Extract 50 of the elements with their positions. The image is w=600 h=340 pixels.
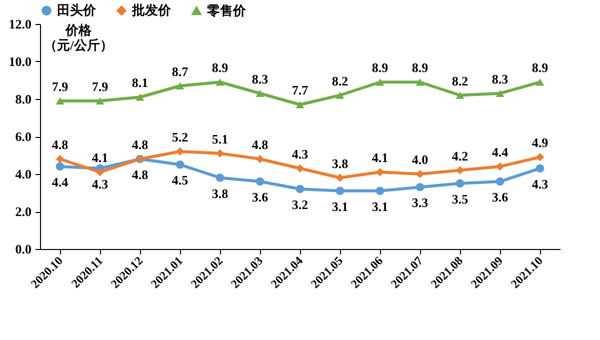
data-label: 4.4 [52, 174, 69, 190]
data-label: 4.3 [292, 146, 309, 162]
y-tick-label: 4.0 [15, 166, 32, 182]
data-label: 4.5 [172, 172, 189, 188]
data-label: 3.2 [292, 197, 308, 212]
y-tick-label: 6.0 [15, 129, 32, 144]
data-label: 4.0 [412, 152, 428, 167]
data-label: 4.4 [492, 144, 509, 160]
data-label: 3.1 [332, 198, 348, 214]
data-label: 3.1 [372, 198, 388, 214]
y-tick-label: 10.0 [8, 54, 32, 69]
y-tick-label: 0.0 [15, 242, 32, 256]
data-label: 4.8 [252, 137, 269, 152]
data-label: 4.3 [532, 176, 549, 192]
data-label: 8.9 [212, 60, 229, 76]
y-axis-title: 价格（元/公斤） [44, 22, 113, 52]
data-label: 4.8 [52, 137, 69, 152]
data-label: 3.6 [492, 190, 509, 204]
data-label: 8.2 [452, 73, 468, 88]
y-tick-label: 2.0 [15, 204, 32, 219]
data-label: 4.1 [92, 150, 108, 166]
data-label: 5.2 [172, 130, 188, 144]
data-label: 3.6 [252, 190, 269, 204]
data-label: 4.9 [532, 135, 549, 150]
y-tick-label: 8.0 [15, 92, 32, 106]
data-label: 8.1 [132, 75, 148, 90]
data-label: 7.7 [292, 82, 309, 98]
legend-label: 零售价 [206, 2, 247, 18]
data-label: 7.9 [52, 78, 69, 94]
data-label: 8.9 [372, 60, 389, 76]
data-label: 8.9 [532, 60, 549, 76]
data-label: 3.8 [212, 186, 229, 201]
data-label: 8.7 [172, 64, 189, 79]
data-label: 8.9 [412, 60, 429, 76]
data-label: 4.3 [92, 176, 109, 192]
data-label: 4.1 [372, 150, 388, 166]
data-label: 3.8 [332, 156, 349, 171]
y-tick-label: 12.0 [8, 16, 32, 32]
data-label: 5.1 [212, 131, 228, 146]
legend-label: 批发价 [131, 2, 172, 18]
legend-label: 田头价 [57, 2, 97, 18]
data-label: 7.9 [92, 78, 109, 94]
data-label: 8.3 [252, 71, 269, 86]
data-label: 8.3 [492, 71, 509, 86]
data-label: 3.5 [452, 191, 469, 206]
data-label: 4.8 [132, 167, 149, 182]
data-label: 4.8 [132, 137, 149, 152]
data-label: 8.2 [332, 73, 348, 88]
data-label: 4.2 [452, 148, 468, 164]
data-label: 3.3 [412, 195, 429, 210]
